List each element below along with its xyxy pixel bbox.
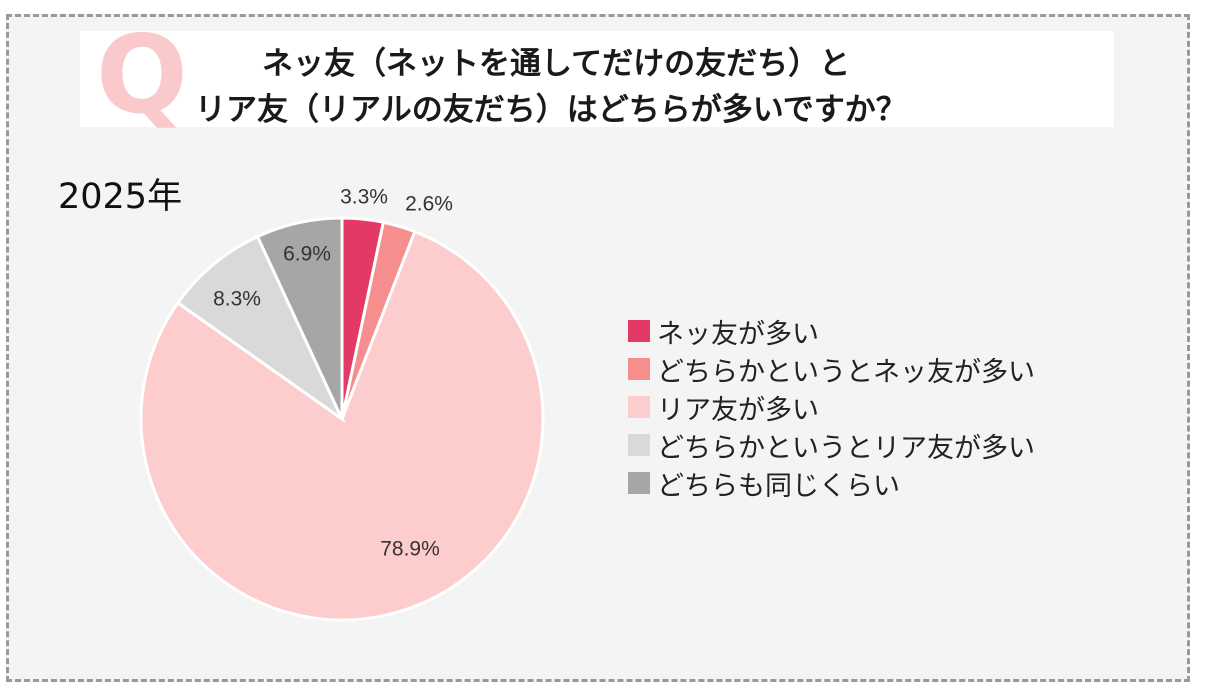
legend-label: どちらも同じくらい bbox=[657, 470, 900, 502]
legend-item: ネッ友が多い bbox=[628, 312, 1035, 350]
pie-slice bbox=[139, 229, 545, 622]
title-line-1: ネッ友（ネットを通してだけの友だち）と bbox=[262, 46, 851, 82]
legend-swatch bbox=[628, 320, 650, 342]
legend-item: リア友が多い bbox=[628, 388, 1035, 426]
slice-data-label: 78.9% bbox=[380, 538, 440, 561]
legend-label: どちらかというとネッ友が多い bbox=[657, 356, 1035, 388]
slice-data-label: 8.3% bbox=[213, 288, 261, 311]
slice-data-label: 6.9% bbox=[283, 243, 331, 266]
legend-swatch bbox=[628, 434, 650, 456]
chart-title: 2025年 bbox=[58, 177, 183, 217]
legend-label: ネッ友が多い bbox=[657, 318, 819, 350]
legend-label: リア友が多い bbox=[657, 394, 819, 426]
legend-item: どちらかというとネッ友が多い bbox=[628, 350, 1035, 388]
q-mark: Q bbox=[96, 13, 188, 138]
pie-slice bbox=[255, 216, 344, 420]
slice-data-label: 3.3% bbox=[340, 186, 388, 209]
legend-item: どちらも同じくらい bbox=[628, 464, 1035, 502]
title-line-2: リア友（リアルの友だち）はどちらが多いですか？ bbox=[195, 92, 907, 128]
title-box bbox=[80, 31, 1114, 127]
legend-swatch bbox=[628, 396, 650, 418]
legend: ネッ友が多いどちらかというとネッ友が多い リア友が多いどちらかというとリア友が多い… bbox=[628, 312, 1035, 502]
legend-item: どちらかというとリア友が多い bbox=[628, 426, 1035, 464]
legend-swatch bbox=[628, 472, 650, 494]
pie-slice bbox=[175, 234, 346, 424]
slice-data-label: 2.6% bbox=[405, 193, 453, 216]
legend-label: どちらかというとリア友が多い bbox=[657, 432, 1035, 464]
legend-swatch bbox=[628, 358, 650, 380]
